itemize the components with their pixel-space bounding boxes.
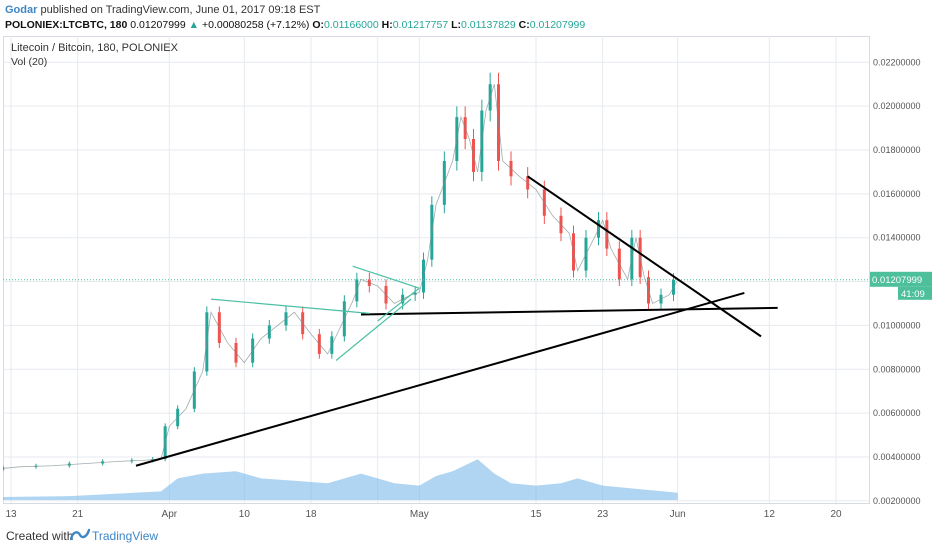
pennant-upper-line <box>210 298 370 314</box>
last-price-tag <box>870 271 932 287</box>
close-label: C: <box>518 19 530 31</box>
rising-support-line <box>135 291 745 467</box>
horizontal-support-line <box>360 306 778 316</box>
close-value: 0.01207999 <box>529 19 586 31</box>
author-link[interactable]: Godar <box>5 4 38 16</box>
high-label: H: <box>381 19 393 31</box>
y-tick-label: 0.01800000 <box>873 145 921 155</box>
tradingview-link[interactable]: TradingView <box>92 529 159 543</box>
x-tick-label: 12 <box>764 509 776 520</box>
x-tick-label: 10 <box>239 509 251 520</box>
chart-header: Godar published on TradingView.com, June… <box>0 0 932 36</box>
publish-line: Godar published on TradingView.com, June… <box>5 4 320 16</box>
last-price-tag-label: 0.01207999 <box>872 275 922 286</box>
up-arrow-icon: ▲ <box>188 19 200 31</box>
countdown-label: 41:09 <box>901 289 925 300</box>
y-tick-label: 0.01400000 <box>873 233 921 243</box>
open-value: 0.01166000 <box>324 19 379 31</box>
pennant-lower-line <box>335 298 412 361</box>
low-label: L: <box>451 19 462 31</box>
volume-area <box>0 459 678 500</box>
x-tick-label: 23 <box>597 509 609 520</box>
y-tick-label: 0.00400000 <box>873 452 921 462</box>
triangle-upper-line <box>352 265 420 289</box>
x-tick-label: 21 <box>72 509 84 520</box>
x-tick-label: May <box>410 509 429 520</box>
y-tick-label: 0.01000000 <box>873 320 921 330</box>
x-tick-label: 20 <box>830 509 842 520</box>
y-tick-label: 0.02000000 <box>873 101 921 111</box>
x-tick-label: 18 <box>305 509 317 520</box>
y-tick-label: 0.02200000 <box>873 57 921 67</box>
chart-area[interactable]: 0.02200000 0.02000000 0.01800000 0.01600000… <box>0 36 932 520</box>
ohlc-line: POLONIEX:LTCBTC, 180 0.01207999 ▲ +0.000… <box>5 19 585 31</box>
change-value: +0.00080258 (+7.12%) <box>201 19 310 31</box>
chart-title: Litecoin / Bitcoin, 180, POLONIEX <box>11 42 179 54</box>
x-tick-label: 13 <box>5 509 17 520</box>
symbol-label: POLONIEX:LTCBTC, 180 <box>5 19 128 31</box>
x-tick-label: Jun <box>670 509 686 520</box>
chart-subtitle: Vol (20) <box>11 56 47 68</box>
plot-frame <box>3 36 870 504</box>
countdown-tag <box>898 286 932 300</box>
low-value: 0.01137829 <box>461 19 516 31</box>
last-price: 0.01207999 <box>130 19 186 31</box>
y-tick-label: 0.00800000 <box>873 364 921 374</box>
y-tick-label: 0.01600000 <box>873 189 921 199</box>
y-tick-label: 0.00200000 <box>873 496 921 506</box>
created-with-text: Created with <box>6 529 74 543</box>
triangle-lower-line <box>377 287 420 322</box>
x-tick-label: 15 <box>530 509 542 520</box>
y-tick-label: 0.00600000 <box>873 408 921 418</box>
x-tick-label: Apr <box>162 509 178 520</box>
open-label: O: <box>312 19 324 31</box>
tradingview-logo-icon[interactable] <box>69 527 91 546</box>
high-value: 0.01217757 <box>392 19 449 31</box>
descending-resistance-line <box>527 175 762 338</box>
footer: Created with TradingView <box>0 520 932 550</box>
published-text: published on TradingView.com, June 01, 2… <box>40 4 321 16</box>
price-chart[interactable]: 0.02200000 0.02000000 0.01800000 0.01600000… <box>0 36 932 520</box>
